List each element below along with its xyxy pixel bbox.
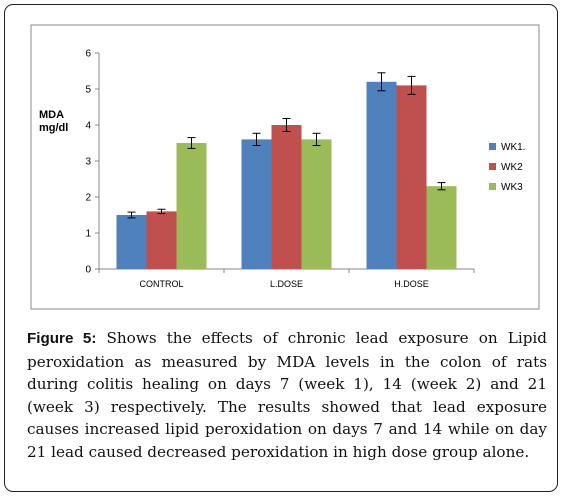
bar	[426, 186, 457, 269]
bar	[241, 139, 272, 269]
legend-label: WK3	[501, 182, 523, 193]
bar	[366, 81, 397, 269]
legend: WK1. WK2 WK3	[489, 142, 525, 193]
bar	[301, 139, 332, 269]
bars	[116, 72, 457, 270]
bar	[176, 143, 207, 269]
bar	[396, 85, 427, 270]
figure-frame: MDA mg/dl 0 1 2 3 4 5 6 CONTROL L.DOSE H.DOSE WK1…	[4, 4, 558, 492]
y-tick-label: 4	[85, 121, 91, 132]
legend-label: WK1.	[501, 142, 525, 153]
y-axis-label-line2: mg/dl	[39, 122, 68, 134]
x-tick-label: L.DOSE	[270, 279, 303, 289]
y-tick-label: 5	[85, 85, 91, 96]
y-tick-label: 6	[85, 49, 91, 60]
legend-label: WK2	[501, 162, 523, 173]
y-tick-label: 0	[85, 265, 91, 276]
x-tick-label: CONTROL	[139, 279, 183, 289]
figure-caption: Figure 5: Shows the effects of chronic l…	[27, 327, 547, 464]
y-tick-label: 1	[85, 229, 91, 240]
bar	[116, 215, 147, 269]
legend-swatch	[489, 163, 496, 170]
y-tick-label: 2	[85, 193, 91, 204]
bar	[271, 125, 302, 269]
caption-text: Shows the effects of chronic lead exposu…	[27, 329, 548, 461]
legend-swatch	[489, 183, 496, 190]
chart-svg: MDA mg/dl 0 1 2 3 4 5 6 CONTROL L.DOSE H.DOSE WK1…	[30, 24, 540, 310]
figure-label: Figure 5:	[27, 330, 97, 347]
x-tick-label: H.DOSE	[394, 279, 429, 289]
y-tick-label: 3	[85, 157, 91, 168]
y-axis-label-line1: MDA	[39, 109, 64, 121]
legend-swatch	[489, 143, 496, 150]
bar	[146, 211, 177, 269]
bar-chart: MDA mg/dl 0 1 2 3 4 5 6 CONTROL L.DOSE H.DOSE WK1…	[19, 19, 555, 313]
